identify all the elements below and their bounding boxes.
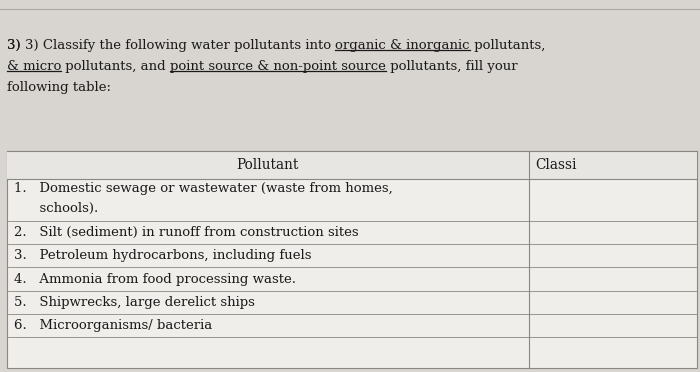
- FancyBboxPatch shape: [7, 151, 696, 179]
- Text: following table:: following table:: [7, 81, 111, 94]
- Text: 3): 3): [7, 39, 25, 52]
- Text: organic & inorganic: organic & inorganic: [335, 39, 470, 52]
- Text: pollutants, fill your: pollutants, fill your: [386, 60, 518, 73]
- Text: 2.   Silt (sediment) in runoff from construction sites: 2. Silt (sediment) in runoff from constr…: [14, 227, 358, 239]
- Text: 5.   Shipwrecks, large derelict ships: 5. Shipwrecks, large derelict ships: [14, 296, 255, 308]
- Text: pollutants,: pollutants,: [470, 39, 545, 52]
- Text: pollutants, and: pollutants, and: [62, 60, 170, 73]
- Text: 4.   Ammonia from food processing waste.: 4. Ammonia from food processing waste.: [14, 273, 296, 285]
- Text: point source & non-point source: point source & non-point source: [170, 60, 386, 73]
- Text: Classi: Classi: [536, 158, 577, 171]
- Text: 6.   Microorganisms/ bacteria: 6. Microorganisms/ bacteria: [14, 319, 212, 331]
- Text: 3) Classify the following water pollutants into: 3) Classify the following water pollutan…: [25, 39, 335, 52]
- Text: 3.   Petroleum hydrocarbons, including fuels: 3. Petroleum hydrocarbons, including fue…: [14, 250, 312, 262]
- FancyBboxPatch shape: [7, 151, 696, 368]
- Text: schools).: schools).: [14, 202, 98, 215]
- Text: & micro: & micro: [7, 60, 62, 73]
- Text: 1.   Domestic sewage or wastewater (waste from homes,: 1. Domestic sewage or wastewater (waste …: [14, 182, 393, 195]
- Text: 3): 3): [7, 39, 25, 52]
- Text: Pollutant: Pollutant: [237, 158, 299, 171]
